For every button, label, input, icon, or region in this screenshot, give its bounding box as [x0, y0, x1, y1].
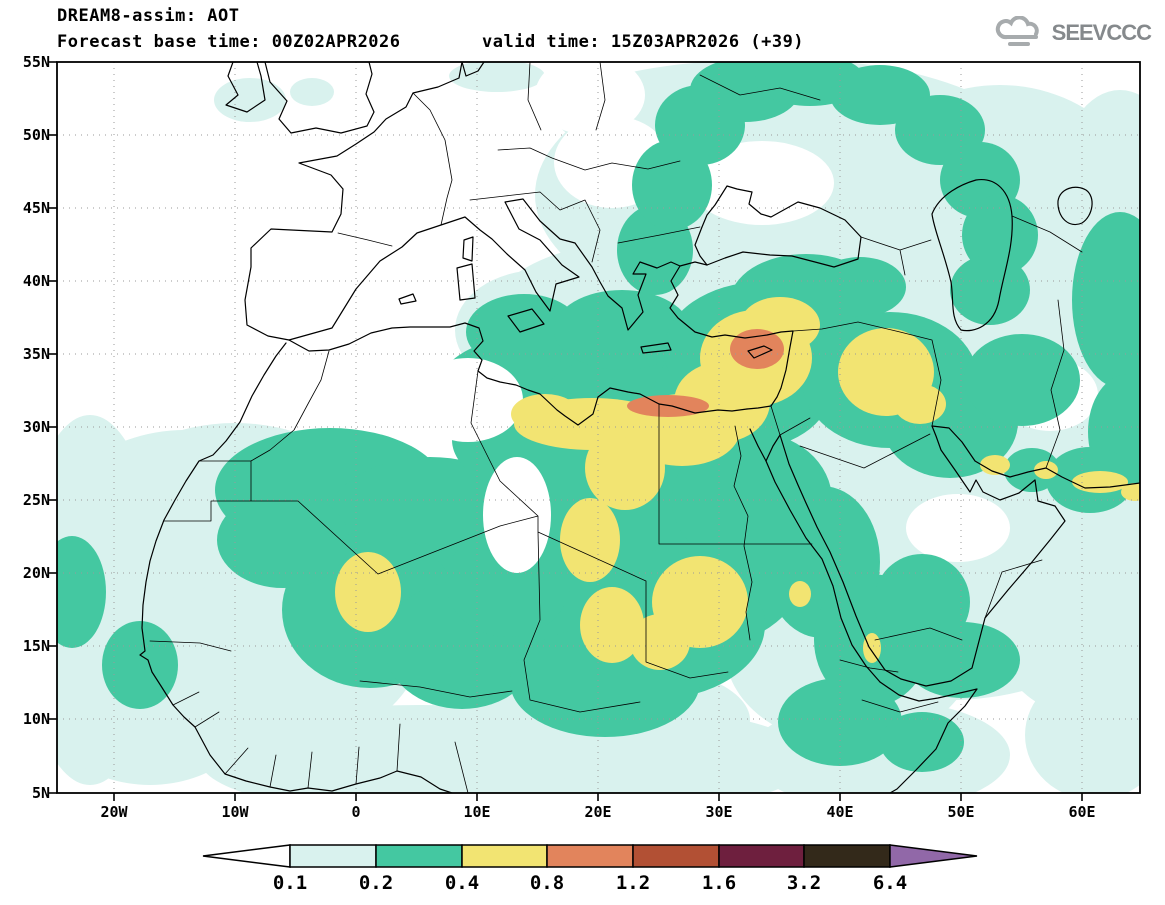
colorbar-tick-label: 1.2 [615, 872, 651, 894]
colorbar-tick-label: 1.6 [701, 872, 737, 894]
colorbar-segment [546, 844, 634, 868]
colorbar-over-arrow [889, 844, 978, 868]
lat-tick-label: 40N [22, 272, 50, 290]
colorbar-segment [289, 844, 377, 868]
lat-tick-label: 45N [22, 199, 50, 217]
forecast-base-time: Forecast base time: 00Z02APR2026 [57, 32, 401, 52]
colorbar [202, 844, 978, 868]
lon-tick-label: 10E [463, 803, 491, 821]
colorbar-tick-label: 6.4 [872, 872, 908, 894]
lat-tick-label: 5N [31, 784, 50, 802]
lon-tick-label: 20W [100, 803, 128, 821]
lat-tick-label: 20N [22, 564, 50, 582]
valid-time: valid time: 15Z03APR2026 (+39) [482, 32, 805, 52]
colorbar-tick-label: 0.8 [529, 872, 565, 894]
lat-tick-label: 50N [22, 126, 50, 144]
contour-holes-02 [413, 358, 551, 573]
lat-tick-label: 30N [22, 418, 50, 436]
colorbar-tick-label: 0.4 [444, 872, 480, 894]
colorbar-segment [461, 844, 548, 868]
lon-tick-label: 30E [705, 803, 733, 821]
axis-tick-marks [49, 61, 1083, 801]
cloud-icon [995, 16, 1039, 46]
nile-river [733, 425, 753, 641]
lat-tick-label: 35N [22, 345, 50, 363]
country-borders [149, 62, 1083, 793]
logo-text: SEEVCCC [1051, 20, 1152, 45]
seevccc-logo: SEEVCCC [994, 16, 1152, 50]
colorbar-tick-label: 0.2 [358, 872, 394, 894]
coastlines [139, 62, 1140, 793]
lat-tick-label: 55N [22, 53, 50, 71]
lon-tick-label: 40E [826, 803, 854, 821]
lon-tick-label: 20E [584, 803, 612, 821]
model-title: DREAM8-assim: AOT [57, 6, 240, 26]
lon-tick-label: 10W [221, 803, 249, 821]
grid-lines [57, 62, 1140, 793]
lat-tick-label: 25N [22, 491, 50, 509]
colorbar-segment [718, 844, 805, 868]
colorbar-tick-label: 3.2 [786, 872, 822, 894]
lat-tick-label: 10N [22, 710, 50, 728]
colorbar-tick-label: 0.1 [272, 872, 308, 894]
lat-tick-label: 15N [22, 637, 50, 655]
colorbar-segment [803, 844, 891, 868]
lon-tick-label: 60E [1068, 803, 1096, 821]
colorbar-segment [632, 844, 720, 868]
lon-tick-label: 50E [947, 803, 975, 821]
colorbar-under-arrow [202, 844, 291, 868]
lon-tick-label: 0 [351, 803, 361, 821]
colorbar-segment [375, 844, 463, 868]
